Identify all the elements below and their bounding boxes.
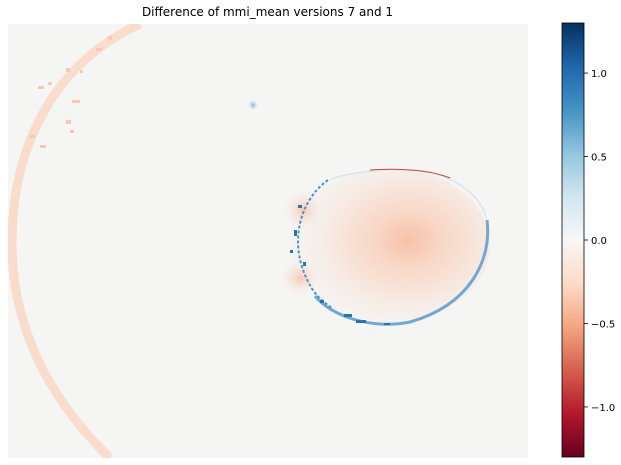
heatmap-central-disc — [290, 168, 490, 322]
colorbar-tick-label: −0.5 — [591, 319, 615, 330]
heatmap-disc-rim-left — [297, 179, 333, 309]
heatmap-rim-speckles — [290, 205, 390, 325]
heatmap-disc-rim-positive — [313, 219, 490, 326]
heatmap-plot-area — [8, 24, 528, 458]
chart-title: Difference of mmi_mean versions 7 and 1 — [141, 5, 394, 19]
colorbar-tick-label: −1.0 — [591, 403, 615, 414]
colorbar-tick-label: 0.5 — [591, 153, 607, 164]
colorbar-gradient — [561, 22, 585, 458]
heatmap-arc-speckles — [30, 36, 112, 148]
colorbar: 1.0 0.5 0.0 −0.5 −1.0 — [561, 22, 615, 458]
heatmap-small-spot — [247, 99, 259, 111]
heatmap-disc-rim-negative — [369, 168, 451, 179]
colorbar-tick-label: 0.0 — [591, 236, 607, 247]
heatmap-left-blob — [281, 188, 325, 232]
colorbar-tick-label: 1.0 — [591, 69, 607, 80]
heatmap-outer-arc — [8, 24, 142, 458]
heatmap-left-blob-lower — [278, 258, 322, 298]
colorbar-ticks: 1.0 0.5 0.0 −0.5 −1.0 — [584, 69, 615, 414]
